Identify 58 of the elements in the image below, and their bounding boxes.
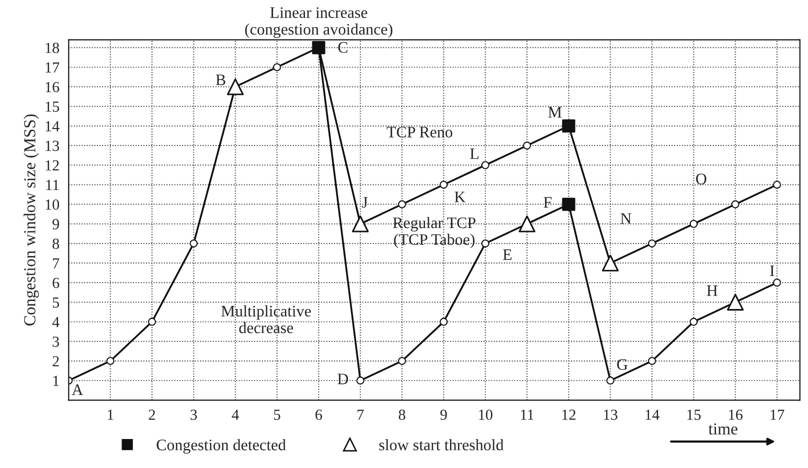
- x-tick-label: 13: [604, 410, 618, 420]
- x-tick-label: 12: [562, 410, 576, 420]
- x-tick-label: 1: [108, 410, 114, 420]
- annotation: D: [338, 374, 348, 384]
- annotation: M: [548, 107, 562, 118]
- y-tick-label: 13: [46, 140, 60, 151]
- y-axis-title: Congestion window size (MSS): [24, 114, 39, 326]
- annotation: N: [620, 213, 632, 224]
- annotation: Multiplicative decrease: [221, 305, 311, 334]
- x-tick-label: 9: [440, 410, 447, 420]
- y-tick-label: 16: [46, 82, 60, 92]
- x-tick-label: 3: [190, 410, 197, 420]
- annotation: L: [470, 148, 478, 159]
- x-tick-label: 8: [398, 410, 406, 420]
- annotation: J: [362, 197, 368, 208]
- x-tick-label: 7: [358, 410, 364, 420]
- x-tick-label: 2: [148, 410, 155, 420]
- annotation: A: [72, 384, 84, 395]
- y-tick-label: 5: [52, 298, 60, 308]
- y-tick-label: 12: [46, 160, 59, 170]
- x-tick-label: 16: [729, 410, 743, 420]
- y-tick-label: 17: [46, 62, 60, 72]
- annotation: E: [503, 249, 512, 260]
- legend-label: Congestion detected: [156, 439, 286, 454]
- y-tick-label: 6: [52, 278, 60, 288]
- x-tick-label: 4: [232, 410, 239, 420]
- annotation: C: [338, 42, 348, 53]
- legend-label: slow start threshold: [379, 439, 504, 450]
- annotation: O: [696, 174, 706, 184]
- y-tick-label: 8: [52, 238, 60, 249]
- annotation: I: [770, 266, 774, 276]
- annotation: TCP Reno: [386, 126, 452, 138]
- x-tick-label: 14: [646, 410, 660, 420]
- x-tick-label: 10: [479, 410, 492, 420]
- y-tick-label: 14: [46, 121, 60, 132]
- x-tick-label: 6: [316, 410, 322, 420]
- y-tick-label: 4: [52, 317, 60, 328]
- y-tick-label: 2: [52, 356, 59, 366]
- x-axis-title: time: [708, 423, 738, 435]
- y-tick-label: 18: [46, 42, 60, 54]
- annotation: F: [544, 197, 552, 208]
- annotation: B: [216, 74, 226, 86]
- x-tick-label: 11: [521, 410, 534, 420]
- y-tick-label: 7: [53, 258, 60, 268]
- annotation: G: [617, 359, 628, 370]
- y-tick-label: 1: [53, 376, 59, 386]
- x-tick-label: 17: [770, 410, 784, 420]
- x-tick-label: 5: [274, 410, 280, 420]
- y-tick-label: 10: [46, 199, 60, 210]
- x-tick-label: 15: [687, 410, 701, 420]
- y-tick-label: 3: [52, 336, 60, 347]
- annotation: K: [454, 192, 466, 202]
- text: Linear increase (congestion avoidance): [245, 7, 392, 38]
- y-tick-label: 9: [52, 219, 60, 230]
- annotation: Regular TCP (TCP Taboe): [392, 216, 476, 248]
- annotation: H: [706, 285, 718, 296]
- y-tick-label: 11: [46, 180, 59, 190]
- y-tick-label: 15: [46, 102, 60, 112]
